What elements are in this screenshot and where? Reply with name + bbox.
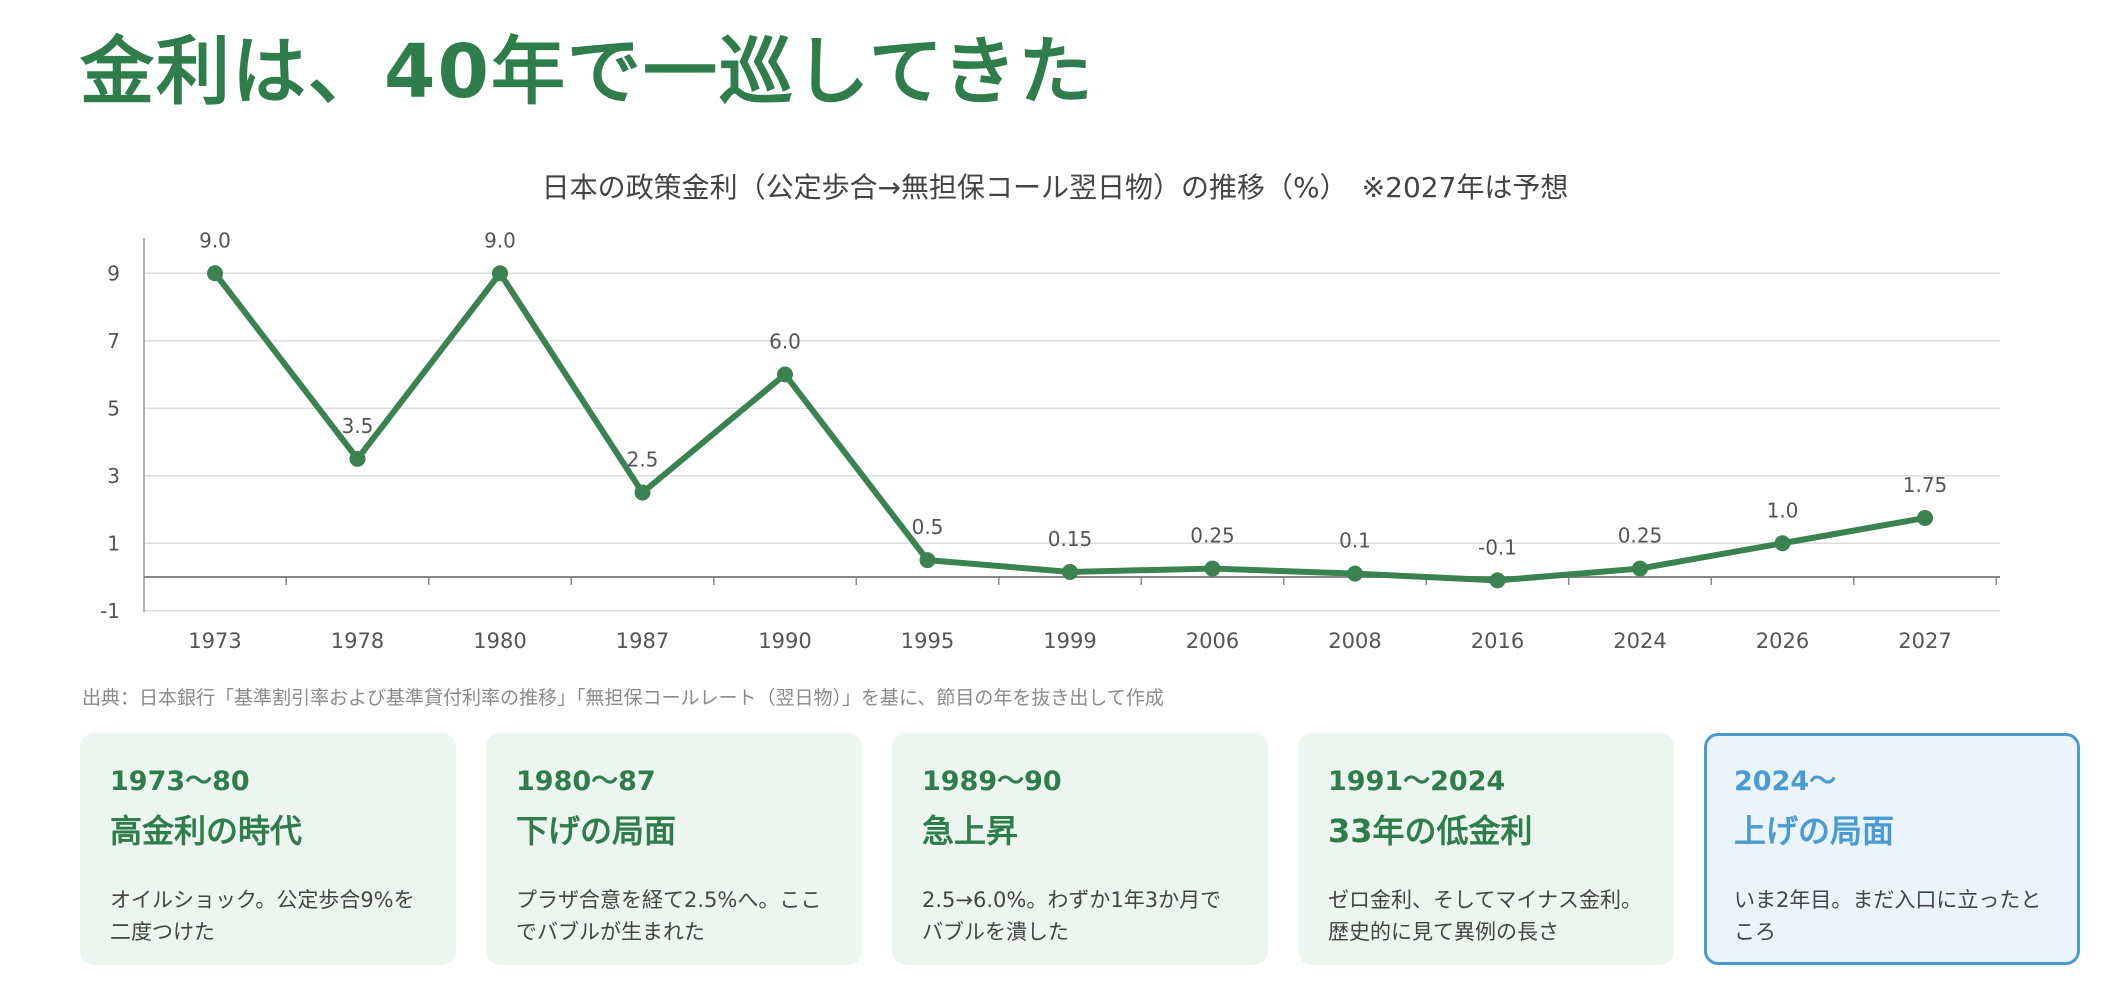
era-period: 1991〜2024 <box>1328 766 1506 797</box>
era-card-5-current: 2024〜 上げの局面 いま2年目。まだ入口に立ったところ <box>1704 733 2080 965</box>
data-point <box>1204 560 1221 577</box>
data-point <box>777 366 793 383</box>
era-heading: 急上昇 <box>922 812 1019 850</box>
y-tick-label: 5 <box>107 396 120 420</box>
data-label: 1.0 <box>1767 498 1799 522</box>
data-label: 3.5 <box>342 414 374 438</box>
data-label: 6.0 <box>769 330 801 354</box>
x-tick-label: 1978 <box>331 629 384 653</box>
source-note: 出典：日本銀行「基準割引率および基準貸付利率の推移」「無担保コールレート（翌日物… <box>82 687 1164 709</box>
data-point <box>207 265 223 282</box>
x-tick-label: 2027 <box>1898 629 1951 653</box>
era-card-2: 1980〜87 下げの局面 プラザ合意を経て2.5%へ。ここでバブルが生まれた <box>486 733 862 965</box>
data-label: 9.0 <box>484 228 516 252</box>
era-period: 2024〜 <box>1734 766 1837 797</box>
x-tick-label: 1995 <box>901 629 954 653</box>
y-tick-label: -1 <box>100 599 120 623</box>
data-label: 0.5 <box>912 515 944 539</box>
data-label: 0.25 <box>1618 524 1663 548</box>
x-tick-label: 1999 <box>1043 629 1096 653</box>
y-tick-label: 7 <box>107 329 120 353</box>
data-point <box>1347 565 1363 582</box>
era-period: 1980〜87 <box>516 766 656 797</box>
x-tick-label: 2024 <box>1613 629 1666 653</box>
data-point <box>492 265 508 282</box>
era-period: 1989〜90 <box>922 766 1062 797</box>
data-label: 0.1 <box>1339 529 1371 553</box>
x-tick-label: 2016 <box>1471 629 1524 653</box>
y-tick-label: 9 <box>107 261 120 285</box>
data-label: 2.5 <box>627 448 659 472</box>
data-label: 0.15 <box>1048 527 1093 551</box>
x-tick-label: 2006 <box>1186 629 1239 653</box>
data-point <box>1917 509 1933 526</box>
page-title: 金利は、40年で一巡してきた <box>80 29 1095 115</box>
data-point <box>634 484 651 501</box>
data-point <box>919 552 936 569</box>
era-card-3: 1989〜90 急上昇 2.5→6.0%。わずか1年3か月でバブルを潰した <box>892 733 1268 965</box>
x-tick-label: 1980 <box>473 629 526 653</box>
era-card-1: 1973〜80 高金利の時代 オイルショック。公定歩合9%を二度つけた <box>80 733 456 965</box>
y-tick-label: 1 <box>107 531 120 555</box>
x-tick-label: 1987 <box>616 629 669 653</box>
data-point <box>1489 572 1506 589</box>
data-label: 0.25 <box>1190 524 1235 548</box>
y-tick-label: 3 <box>107 464 120 488</box>
era-heading: 高金利の時代 <box>110 812 303 850</box>
data-label: 1.75 <box>1903 473 1948 497</box>
era-heading: 下げの局面 <box>516 812 677 850</box>
data-label: 9.0 <box>199 228 231 252</box>
data-label: -0.1 <box>1478 535 1517 559</box>
era-description: いま2年目。まだ入口に立ったところ <box>1734 888 2042 944</box>
era-heading: 上げの局面 <box>1734 812 1895 850</box>
x-tick-label: 2008 <box>1328 629 1381 653</box>
data-point <box>1632 560 1648 577</box>
chart-title: 日本の政策金利（公定歩合→無担保コール翌日物）の推移（%） ※2027年は予想 <box>541 171 1569 204</box>
data-point <box>1062 563 1078 580</box>
data-point <box>349 450 366 467</box>
era-card-4: 1991〜2024 33年の低金利 ゼロ金利、そしてマイナス金利。歴史的に見て異… <box>1298 733 1674 965</box>
era-description: オイルショック。公定歩合9%を二度つけた <box>110 888 415 944</box>
era-period: 1973〜80 <box>110 766 250 797</box>
era-description: プラザ合意を経て2.5%へ。ここでバブルが生まれた <box>516 888 822 944</box>
era-cards: 1973〜80 高金利の時代 オイルショック。公定歩合9%を二度つけた 1980… <box>80 733 2080 965</box>
era-heading: 33年の低金利 <box>1328 812 1533 850</box>
data-point <box>1774 535 1791 552</box>
x-tick-label: 2026 <box>1756 629 1809 653</box>
x-tick-label: 1973 <box>188 629 241 653</box>
era-description: 2.5→6.0%。わずか1年3か月でバブルを潰した <box>922 888 1222 944</box>
x-tick-label: 1990 <box>758 629 811 653</box>
era-description: ゼロ金利、そしてマイナス金利。歴史的に見て異例の長さ <box>1328 888 1642 944</box>
